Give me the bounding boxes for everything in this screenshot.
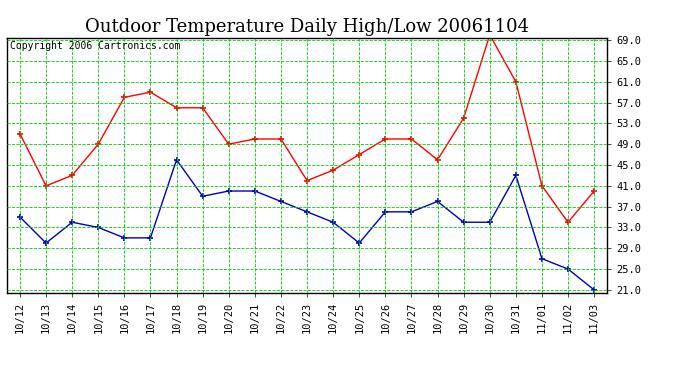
Text: Copyright 2006 Cartronics.com: Copyright 2006 Cartronics.com: [10, 41, 180, 51]
Title: Outdoor Temperature Daily High/Low 20061104: Outdoor Temperature Daily High/Low 20061…: [85, 18, 529, 36]
